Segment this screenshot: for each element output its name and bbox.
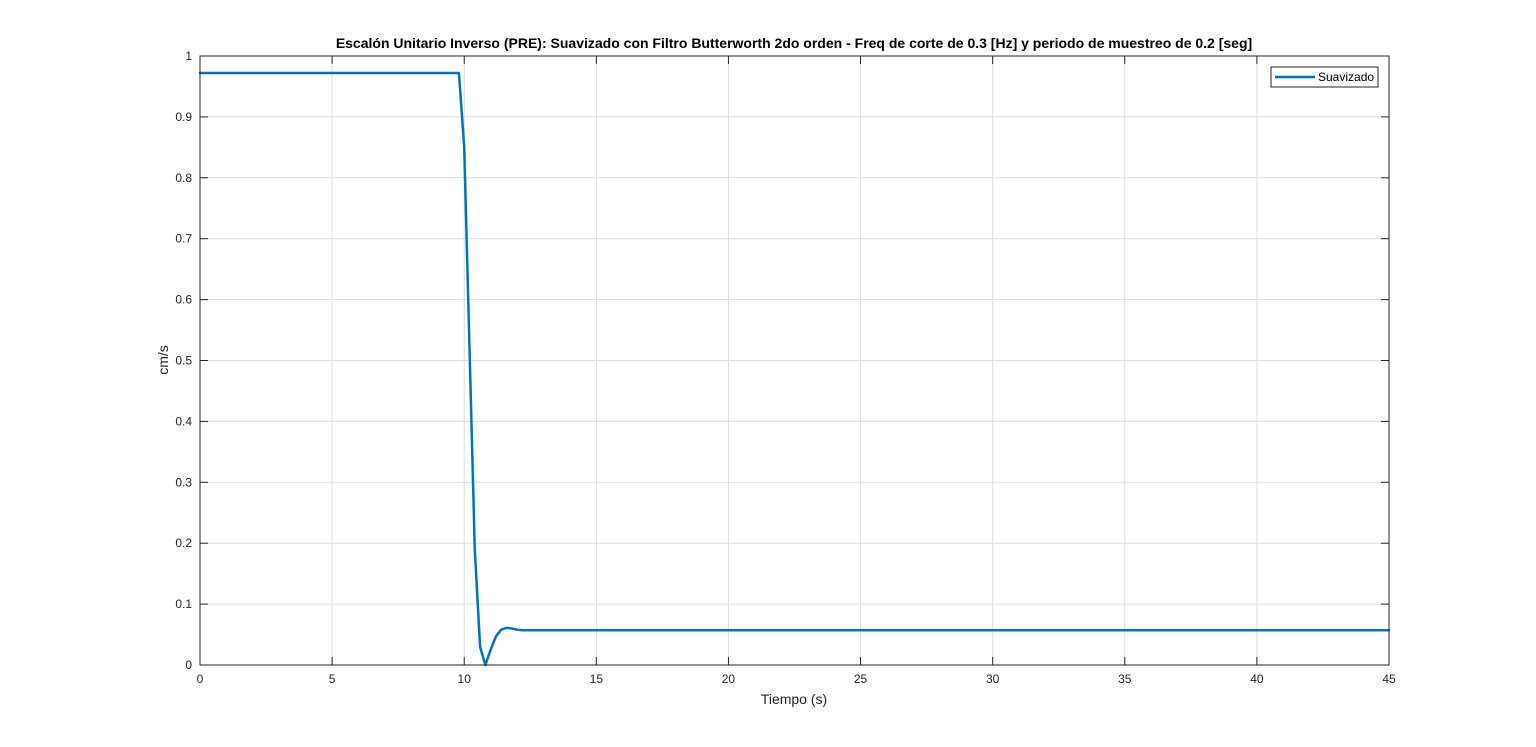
x-tick-label: 10 — [458, 672, 472, 686]
y-tick-label: 0.5 — [175, 354, 192, 368]
y-tick-label: 1 — [185, 49, 192, 63]
legend-box — [1270, 66, 1379, 88]
y-tick-label: 0.1 — [175, 597, 192, 611]
y-tick-label: 0.6 — [175, 293, 192, 307]
x-tick-label: 25 — [854, 672, 868, 686]
x-tick-label: 35 — [1118, 672, 1132, 686]
chart-title: Escalón Unitario Inverso (PRE): Suavizad… — [336, 35, 1252, 51]
x-tick-label: 45 — [1382, 672, 1396, 686]
x-tick-label: 5 — [329, 672, 336, 686]
y-tick-label: 0.9 — [175, 110, 192, 124]
y-tick-label: 0.3 — [175, 475, 192, 489]
series-line-suavizado — [198, 71, 1391, 667]
x-tick-label: 40 — [1250, 672, 1264, 686]
y-tick-label: 0.8 — [175, 171, 192, 185]
y-axis-label: cm/s — [155, 345, 171, 375]
y-tick-label: 0.7 — [175, 232, 192, 246]
y-tick-label: 0.4 — [175, 414, 192, 428]
x-tick-label: 20 — [722, 672, 736, 686]
x-axis-label: Tiempo (s) — [761, 691, 827, 707]
ticks: 0 5 10 15 20 25 30 35 40 45 0 0.1 0.2 0.3 0.4 0.5 0.6 0.7… — [175, 49, 1396, 686]
x-tick-label: 15 — [590, 672, 604, 686]
series-group — [198, 71, 1391, 667]
y-tick-label: 0 — [185, 658, 192, 672]
y-tick-label: 0.2 — [175, 536, 192, 550]
legend-label-suavizado: Suavizado — [1318, 70, 1374, 84]
legend: Suavizado — [1270, 66, 1379, 88]
x-tick-label: 30 — [986, 672, 1000, 686]
x-tick-label: 0 — [197, 672, 204, 686]
